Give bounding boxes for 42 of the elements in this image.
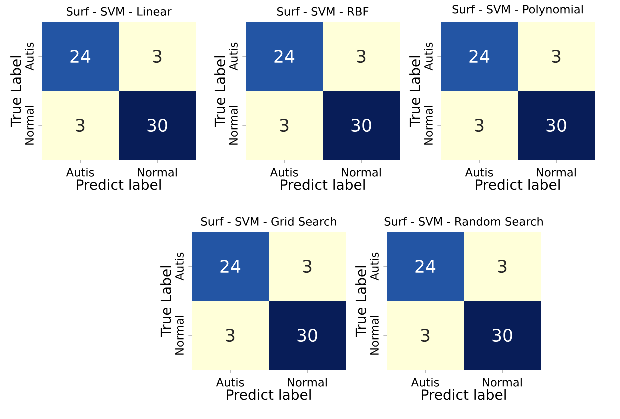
x-tick-label: Autis [66, 168, 94, 177]
x-tick-label: Normal [483, 378, 522, 387]
chart-title: Surf - SVM - Linear [66, 7, 172, 16]
x-tick-label: Normal [537, 168, 576, 177]
x-tick-label: Normal [138, 168, 177, 177]
x-axis-title: Predict label [227, 389, 311, 400]
data-label: 3 [421, 328, 430, 342]
data-label: 3 [475, 118, 484, 132]
data-label: 24 [416, 260, 436, 273]
chart-title: Surf - SVM - Random Search [384, 217, 543, 226]
x-tick-label: Autis [465, 168, 494, 177]
data-label: 3 [76, 118, 85, 132]
data-label: 24 [220, 260, 241, 273]
data-label: 24 [274, 50, 295, 63]
chart-title: Surf - SVM - Polynomial [452, 4, 583, 16]
data-label: 3 [280, 118, 289, 132]
x-tick-label: Autis [270, 168, 298, 177]
y-axis-title: True Label [10, 56, 22, 128]
chart-title: Surf - SVM - Grid Search [201, 217, 336, 226]
data-label: 3 [552, 50, 561, 64]
data-label: 3 [303, 260, 312, 274]
y-axis-title: True Label [160, 266, 172, 338]
data-label: 24 [470, 50, 490, 63]
data-label: 30 [298, 328, 318, 342]
x-axis-title: Predict label [77, 179, 161, 190]
data-label: 30 [352, 118, 372, 132]
y-axis-title: True Label [214, 56, 226, 128]
data-label: 3 [153, 50, 162, 64]
chart-title: Surf - SVM - RBF [278, 7, 369, 16]
data-label: 3 [357, 50, 366, 64]
data-label: 30 [148, 118, 168, 132]
data-label: 3 [498, 260, 507, 274]
y-axis-title: True Label [356, 266, 366, 338]
x-axis-title: Predict label [281, 179, 365, 190]
x-tick-label: Normal [288, 378, 327, 387]
data-label: 30 [492, 328, 512, 342]
data-label: 30 [546, 118, 566, 132]
x-axis-title: Predict label [422, 389, 506, 400]
data-label: 3 [226, 328, 235, 342]
x-axis-title: Predict label [476, 179, 560, 190]
data-label: 24 [70, 50, 91, 63]
y-axis-title: True Label [410, 56, 420, 128]
